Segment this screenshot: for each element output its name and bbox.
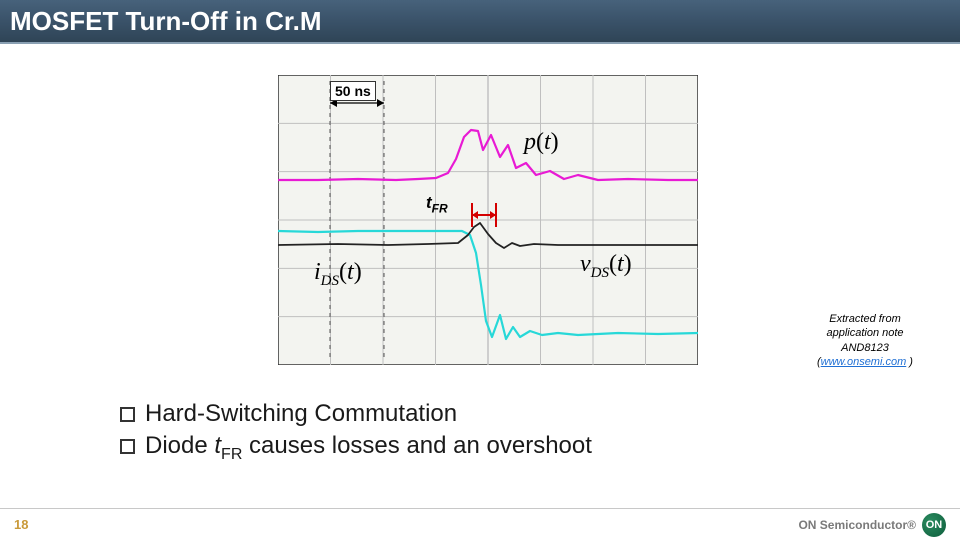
- bullet-text: Diode tFR causes losses and an overshoot: [145, 432, 592, 459]
- brand-logo-icon: ON: [922, 513, 946, 537]
- bullet-text: Hard-Switching Commutation: [145, 400, 457, 427]
- tfr-label: tFR: [426, 193, 448, 215]
- bullet-item: Diode tFR causes losses and an overshoot: [120, 432, 592, 464]
- ids-label: iDS(t): [314, 259, 362, 290]
- vds-label: vDS(t): [580, 251, 632, 282]
- bullet-item: Hard-Switching Commutation: [120, 400, 592, 428]
- bullet-square-icon: [120, 407, 135, 422]
- p-of-t-label: p(t): [524, 129, 559, 156]
- footer: 18 ON Semiconductor® ON: [0, 508, 960, 540]
- citation: Extracted from application note AND8123 …: [800, 312, 930, 369]
- brand-text: ON Semiconductor®: [798, 518, 916, 532]
- page-title: MOSFET Turn-Off in Cr.M: [10, 6, 321, 37]
- oscilloscope-chart: 50 ns tFR p(t) iDS(t) vDS(t): [278, 75, 698, 365]
- citation-line2: application note: [826, 327, 903, 339]
- title-bar: MOSFET Turn-Off in Cr.M: [0, 0, 960, 44]
- bullet-square-icon: [120, 439, 135, 454]
- citation-line1: Extracted from: [829, 313, 901, 325]
- page-number: 18: [14, 517, 28, 532]
- scope-svg: [278, 75, 698, 365]
- citation-line3: AND8123: [841, 342, 889, 354]
- citation-link[interactable]: www.onsemi.com: [821, 356, 907, 368]
- brand: ON Semiconductor® ON: [798, 513, 946, 537]
- bullet-list: Hard-Switching Commutation Diode tFR cau…: [120, 400, 592, 468]
- timebase-label: 50 ns: [330, 81, 376, 101]
